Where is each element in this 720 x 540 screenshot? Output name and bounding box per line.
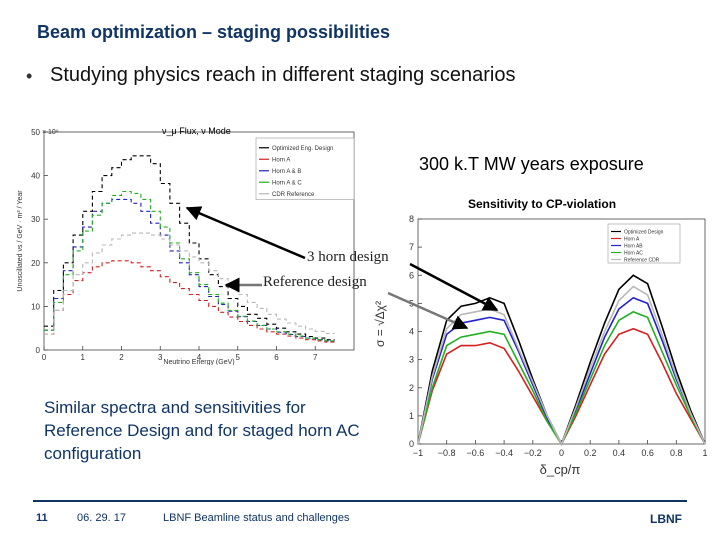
x-tick-label: −1	[413, 448, 423, 458]
series-line	[44, 198, 335, 342]
y-tick-label: 0	[36, 346, 41, 355]
footer-divider	[33, 500, 687, 502]
x-tick-label: 4	[197, 353, 202, 362]
y-tick-label: 8	[409, 214, 414, 224]
flux-chart: ν_μ Flux, ν Mode 0 1 2 3 4 5 6 7 0 10 20 30 40 50 Neutr…	[17, 126, 355, 365]
y-axis-label: Unoscillated νs / GeV · m² / Year	[17, 190, 24, 292]
series-line	[44, 232, 335, 335]
chart-title: ν_μ Flux, ν Mode	[162, 126, 231, 136]
x-tick-label: −0.8	[438, 448, 456, 458]
legend-label: Horn A	[624, 237, 640, 243]
legend-label: Optimized Design	[624, 230, 664, 236]
bullet-text: Studying physics reach in different stag…	[50, 64, 516, 86]
x-tick-label: 1	[702, 448, 707, 458]
legend-box	[607, 223, 681, 264]
legend-box	[255, 137, 355, 200]
x-tick-label: −0.6	[467, 448, 485, 458]
x-tick-label: 5	[236, 353, 241, 362]
x-tick-label: 0.4	[613, 448, 626, 458]
y-tick-label: 50	[31, 128, 40, 137]
legend-label: Optimized Eng. Design	[272, 146, 333, 152]
x-axis-label: Neutrino Energy (GeV)	[163, 359, 234, 365]
x-tick-label: 1	[81, 353, 86, 362]
legend-label: Horn A & B	[272, 169, 301, 175]
summary-text: Similar spectra and sensitivities for Re…	[44, 398, 360, 463]
y-tick-label: 5	[409, 298, 414, 308]
x-tick-label: 2	[119, 353, 124, 362]
bullet-marker: •	[26, 66, 33, 86]
legend-label: Horn A & C	[272, 180, 302, 186]
annotation-3-horn: 3 horn design	[307, 249, 389, 265]
x-tick-label: −0.4	[495, 448, 513, 458]
y-axis-label: σ = √Δχ²	[373, 301, 387, 347]
series-line	[44, 190, 335, 342]
x-tick-label: 7	[313, 353, 318, 362]
x-tick-label: 6	[274, 353, 279, 362]
y-scale-label: × 10⁶	[42, 129, 59, 136]
y-tick-label: 30	[31, 215, 40, 224]
x-tick-label: 0	[559, 448, 564, 458]
series-line	[417, 274, 706, 447]
legend-label: Reference CDR	[624, 258, 660, 264]
series-line	[417, 310, 706, 446]
x-tick-label: 0.8	[670, 448, 683, 458]
series-line	[44, 260, 335, 343]
legend-label: CDR Reference	[272, 192, 315, 198]
x-axis-label: δ_cp/π	[540, 462, 581, 477]
footer-talk-title: LBNF Beamline status and challenges	[163, 512, 350, 524]
y-tick-label: 20	[31, 259, 40, 268]
slide-title: Beam optimization – staging possibilitie…	[37, 22, 391, 42]
legend-label: Horn A	[272, 157, 290, 163]
x-tick-label: 0	[42, 353, 47, 362]
y-tick-label: 7	[409, 242, 414, 252]
cp-sensitivity-chart: Sensitivity to CP-violation −1 −0.8 −0.6 −0.…	[373, 197, 708, 477]
y-tick-label: 3	[409, 355, 414, 365]
x-tick-label: 0.6	[641, 448, 654, 458]
series-line	[417, 285, 706, 446]
y-tick-label: 1	[409, 411, 414, 421]
series-line	[417, 327, 706, 446]
x-tick-label: −0.2	[524, 448, 542, 458]
x-tick-label: 3	[158, 353, 163, 362]
y-tick-label: 40	[31, 172, 40, 181]
y-tick-label: 4	[409, 327, 414, 337]
exposure-label: 300 k.T MW years exposure	[419, 154, 644, 174]
y-tick-label: 6	[409, 270, 414, 280]
slide-number: 11	[36, 512, 48, 524]
y-tick-label: 10	[31, 302, 40, 311]
annotation-reference: Reference design	[263, 274, 367, 290]
legend-label: Horn AC	[624, 251, 643, 257]
legend-label: Horn AB	[624, 244, 643, 250]
y-tick-label: 2	[409, 383, 414, 393]
x-tick-label: 0.2	[584, 448, 597, 458]
series-line	[417, 296, 706, 446]
footer-logo: LBNF	[650, 512, 682, 526]
chart-title: Sensitivity to CP-violation	[468, 197, 616, 211]
y-tick-label: 0	[409, 439, 414, 449]
footer-date: 06. 29. 17	[77, 512, 126, 524]
